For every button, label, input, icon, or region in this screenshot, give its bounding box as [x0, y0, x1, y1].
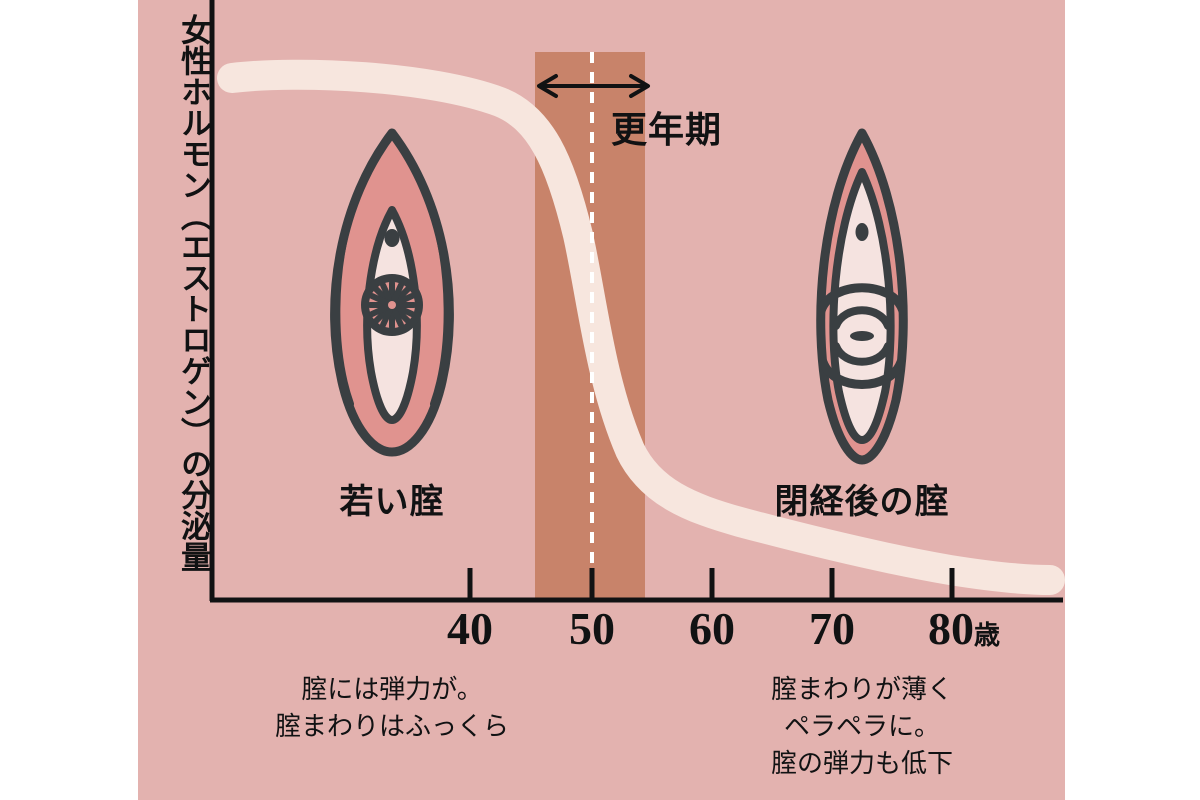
note-line: 腟まわりが薄く	[770, 675, 954, 705]
x-tick-label-70: 70	[809, 603, 855, 654]
note-postmenopausal-vagina: 腟まわりが薄く ペラペラに。 腟の弾力も低下	[771, 672, 953, 783]
caption-postmenopausal-vagina: 閉経後の腟	[774, 482, 950, 522]
vaginal-opening-arc-mid-top-old	[832, 306, 892, 330]
menopause-span-arrow	[537, 74, 650, 98]
x-axis-ticks	[467, 568, 955, 600]
estrogen-curve	[217, 59, 1065, 595]
vaginal-opening-arc-mid-bottom-old	[832, 342, 892, 366]
x-tick-label-50: 50	[569, 603, 615, 654]
vaginal-opening-arc-outer-bottom-old	[818, 357, 906, 389]
y-axis-label: 女性ホルモン（エストロゲン）の分泌量	[175, 14, 211, 572]
rugae-center-young	[388, 301, 396, 309]
note-line: 腟まわりはふっくら	[274, 711, 510, 742]
inner-labia-shape-old	[829, 168, 895, 444]
urethra-dot-young	[384, 229, 400, 247]
menopause-band-label: 更年期	[611, 110, 723, 151]
vaginal-opening-slit-old	[850, 331, 874, 341]
x-tick-label-40: 40	[447, 603, 493, 654]
x-tick-label-60: 60	[689, 603, 735, 654]
illustration-postmenopausal-vagina	[816, 128, 908, 465]
note-line: ペラペラに。	[783, 711, 941, 742]
note-line: 腟の弾力も低下	[770, 748, 954, 779]
note-line: 腟には弾力が。	[301, 675, 483, 705]
illustration-young-vagina	[330, 128, 454, 457]
labia-crease-right-young	[428, 204, 452, 408]
x-tick-label-80: 80歳	[927, 603, 1001, 654]
x-axis-unit-label: 歳	[973, 621, 1001, 651]
vaginal-opening-arc-outer-top-old	[816, 283, 908, 316]
caption-young-vagina: 若い腟	[339, 482, 445, 522]
labia-crease-left-young	[332, 204, 356, 408]
urethra-dot-old	[855, 223, 869, 241]
note-young-vagina: 腟には弾力が。 腟まわりはふっくら	[275, 672, 509, 746]
